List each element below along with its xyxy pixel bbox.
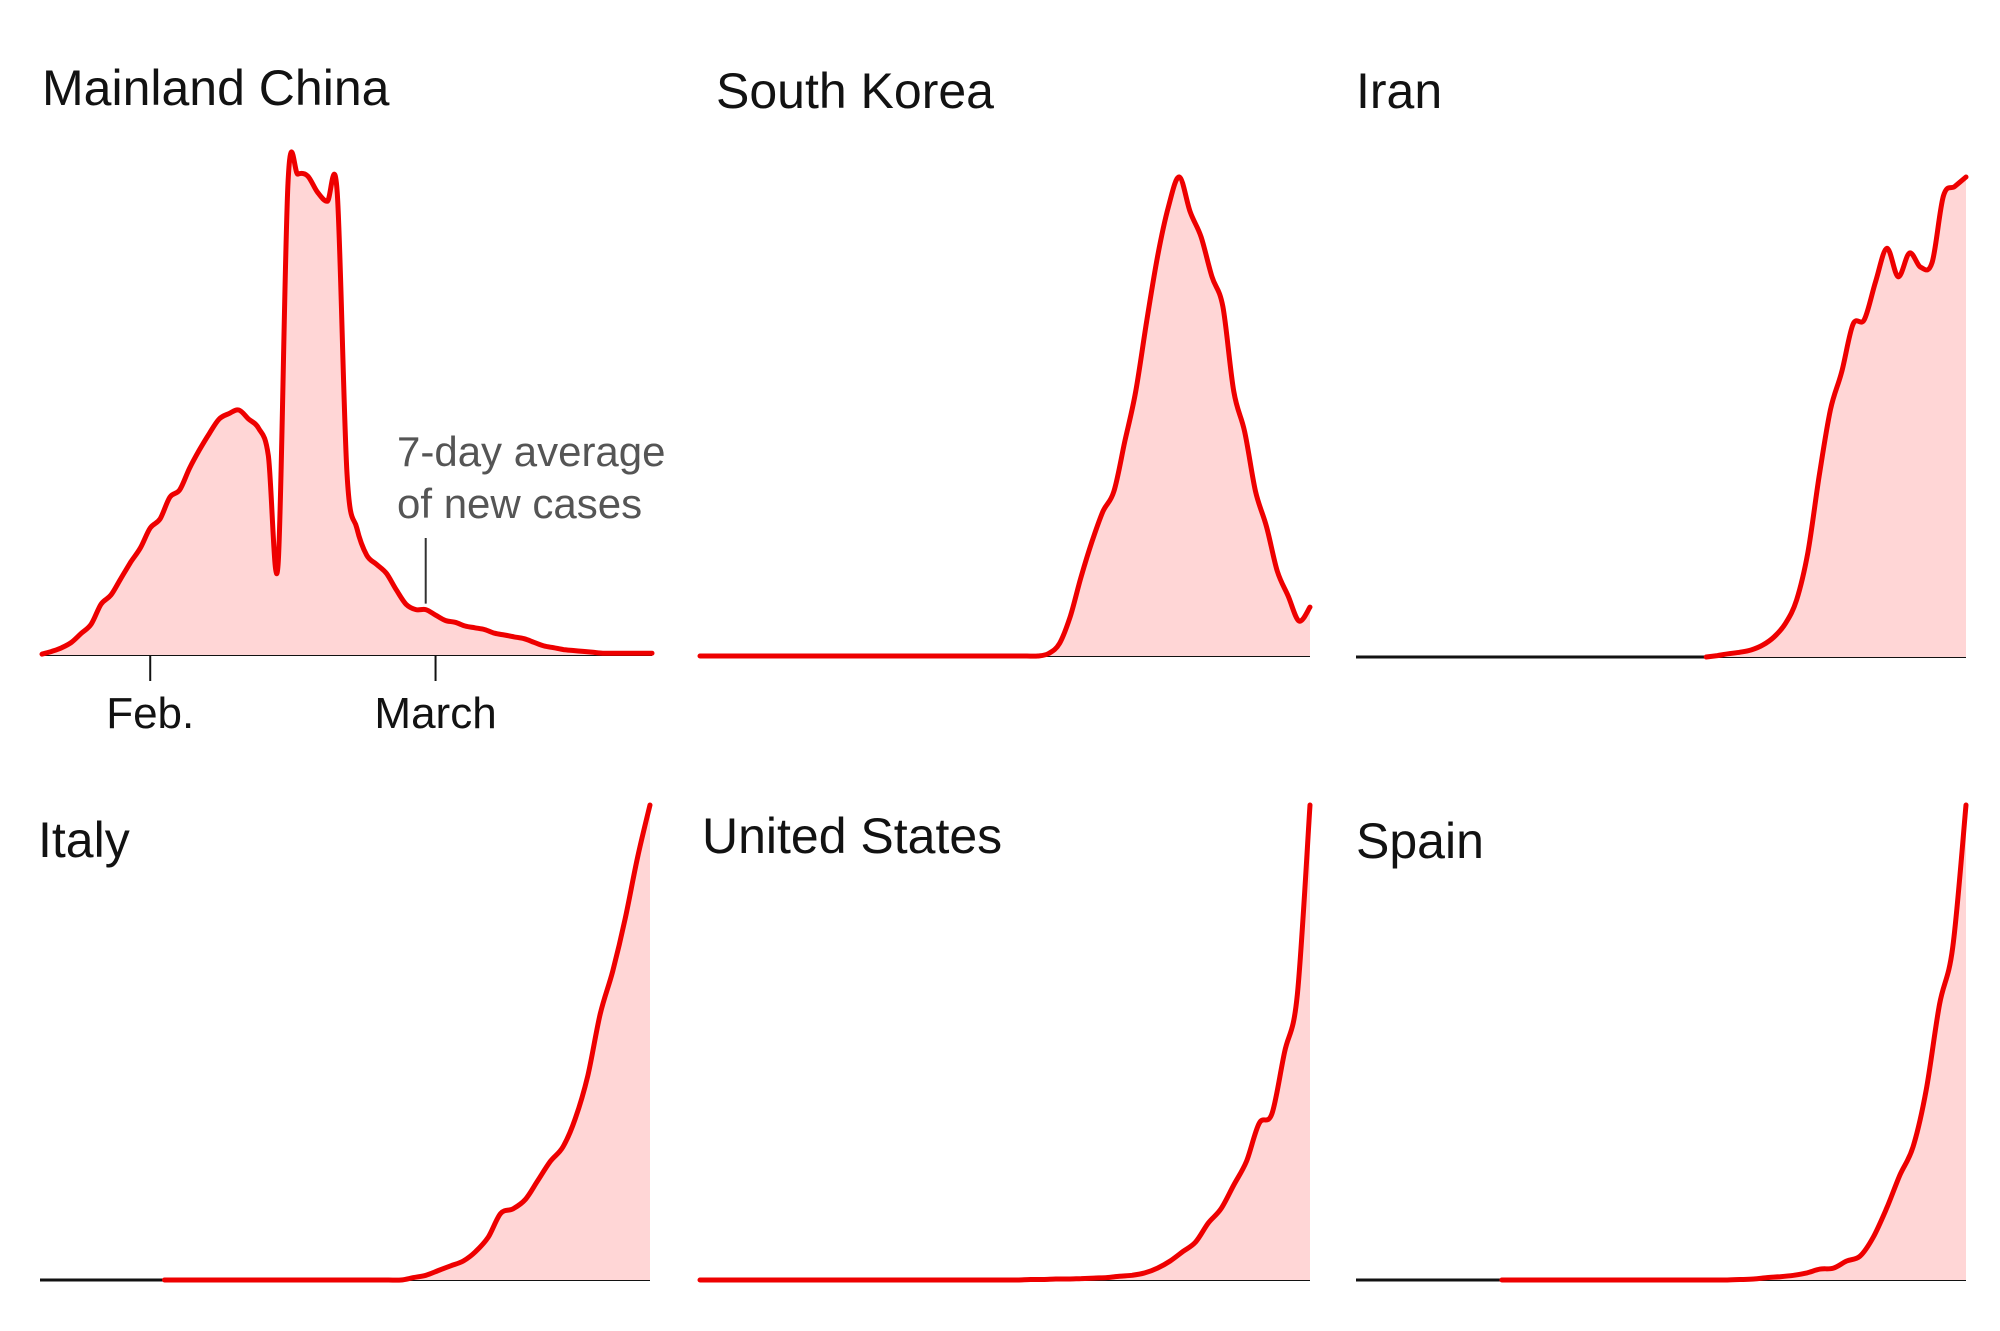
series-line [697,802,1313,1283]
series-line [1499,802,1969,1283]
panel-title: Spain [1356,813,1484,869]
panel-title: Italy [38,812,130,868]
series-line [1703,174,1969,660]
series-area [1706,177,1966,657]
series-area [164,805,650,1281]
panel-iran: Iran [1356,63,1969,660]
panel-title: Mainland China [42,60,390,116]
annotation-line: of new cases [397,480,642,527]
panel-south-korea: South Korea [697,63,1313,659]
panel-title: South Korea [716,63,994,119]
panel-spain: Spain [1356,802,1969,1283]
series-line [162,802,653,1283]
annotation-line: 7-day average [397,428,666,475]
panel-title: United States [702,808,1002,864]
panel-title: Iran [1356,63,1442,119]
panel-italy: Italy [38,802,653,1283]
annotation-text: 7-day average of new cases [397,428,666,527]
panel-mainland-china: Mainland China Feb. March 7-day average of n… [39,60,666,738]
series-area [42,151,652,655]
series-area [700,176,1310,657]
series-area [700,805,1310,1281]
panel-united-states: United States [697,802,1313,1283]
x-tick-label: Feb. [106,689,194,738]
x-tick-label: March [374,689,496,738]
series-line [697,174,1313,659]
series-area [1501,805,1966,1281]
series-line [39,149,655,657]
